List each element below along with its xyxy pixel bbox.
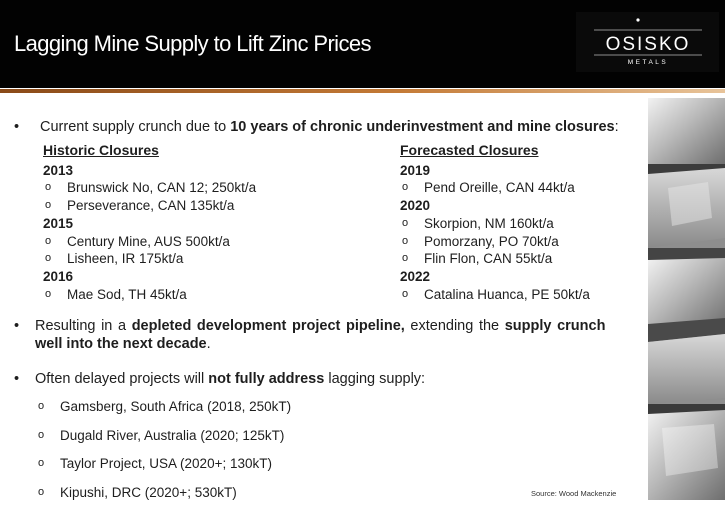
historic-closures-column: Historic Closures 2013 o Brunswick No, CA… (43, 142, 256, 303)
year-label: 2015 (43, 215, 74, 231)
bullet-marker: • (14, 318, 20, 334)
bullet-bold-text: 10 years of chronic underinvestment and … (230, 119, 615, 135)
list-item: o Perseverance, CAN 135kt/a (45, 198, 235, 214)
svg-text:OSISKO: OSISKO (606, 34, 691, 55)
forecasted-closures-column: Forecasted Closures 2019 o Pend Oreille, … (400, 142, 590, 303)
year-label: 2019 (400, 162, 431, 178)
forecasted-closures-heading: Forecasted Closures (400, 142, 539, 158)
zinc-ingots-image (648, 98, 725, 500)
year-label: 2013 (43, 162, 74, 178)
header-accent-rule (0, 89, 725, 93)
year-label: 2020 (400, 198, 431, 214)
bullet-text: : (614, 119, 619, 135)
list-item: o Lisheen, IR 175kt/a (45, 251, 184, 267)
header-bar: Lagging Mine Supply to Lift Zinc Prices … (0, 0, 725, 88)
list-item: o Brunswick No, CAN 12; 250kt/a (45, 180, 257, 196)
year-label: 2022 (400, 268, 431, 284)
historic-closures-heading: Historic Closures (43, 142, 159, 158)
list-item: o Pomorzany, PO 70kt/a (402, 233, 559, 249)
year-label: 2016 (43, 268, 74, 284)
source-note: Source: Wood Mackenzie (531, 489, 617, 498)
list-item: o Flin Flon, CAN 55kt/a (402, 251, 553, 267)
list-item: o Century Mine, AUS 500kt/a (45, 233, 230, 249)
bullet-marker: • (14, 371, 20, 387)
osisko-metals-logo: OSISKO METALS (576, 12, 719, 72)
svg-text:METALS: METALS (628, 59, 669, 66)
slide-title: Lagging Mine Supply to Lift Zinc Prices (14, 31, 372, 56)
list-item: o Catalina Huanca, PE 50kt/a (402, 286, 590, 302)
list-item: o Mae Sod, TH 45kt/a (45, 286, 187, 302)
list-item: o Skorpion, NM 160kt/a (402, 215, 554, 231)
bullet-marker: • (14, 119, 20, 135)
list-item: o Pend Oreille, CAN 44kt/a (402, 180, 575, 196)
bullet-text: Current supply crunch due to (40, 119, 231, 135)
